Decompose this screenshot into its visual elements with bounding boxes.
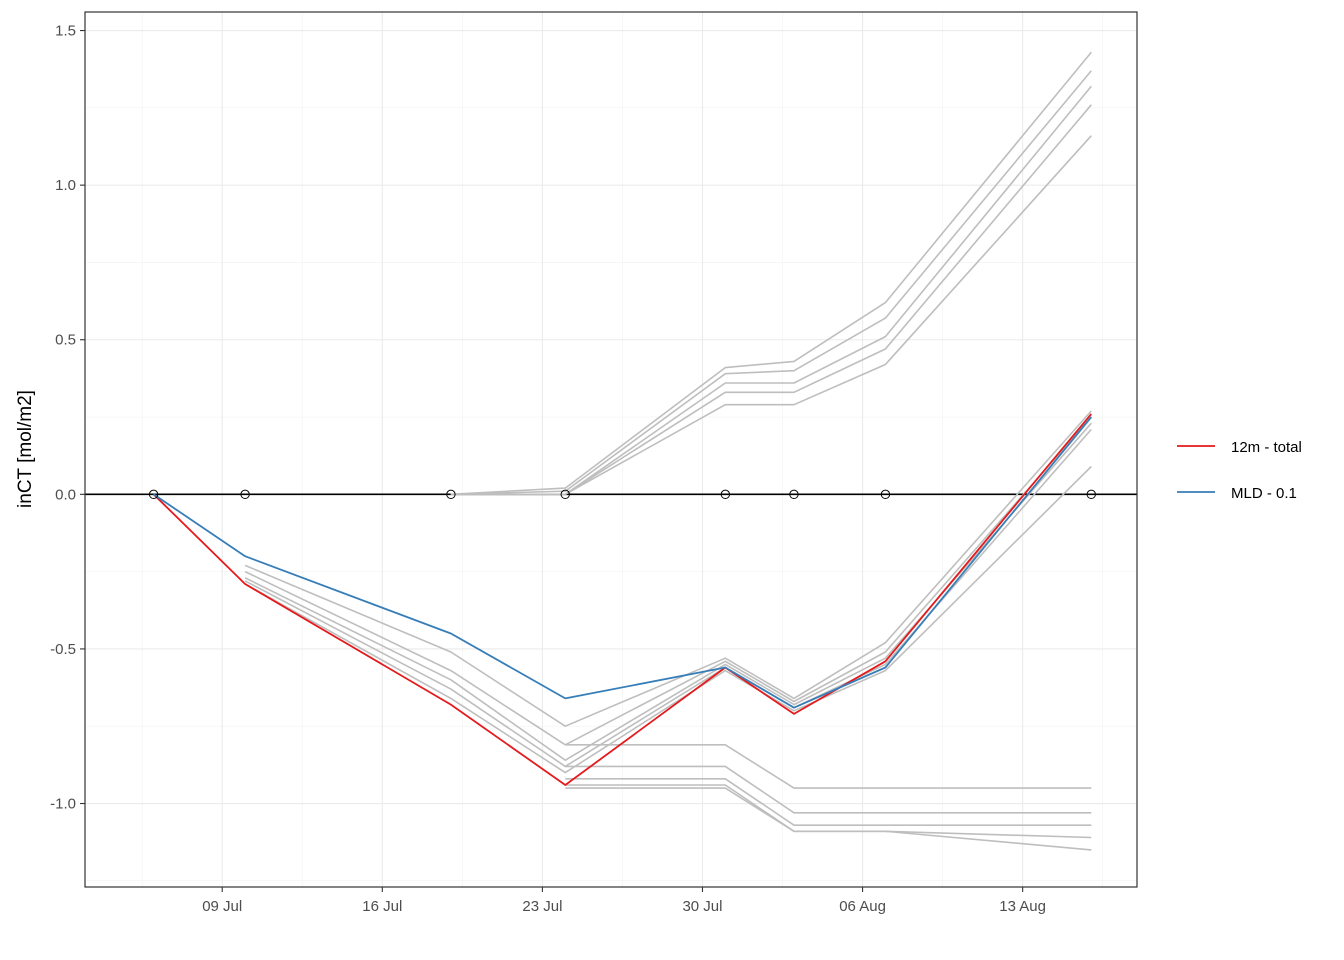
sample-marker [560,489,570,500]
legend: 12m - total MLD - 0.1 [1177,439,1302,502]
sample-markers-group [148,489,1096,500]
series-line-gray-9 [244,422,1092,762]
major-gridlines [85,12,1137,887]
series-line-gray-3 [450,70,1092,496]
series-line-gray-12 [565,743,1092,789]
y-axis-title: inCT [mol/m2] [15,390,36,508]
y-axis-ticks: -1.0 -0.5 0.0 0.5 1.0 1.5 [50,23,85,813]
legend-label-0: 12m - total [1231,439,1302,456]
sample-marker [240,489,250,500]
sample-marker [880,489,891,500]
highlighted-series-group [152,413,1092,786]
plot-background [85,12,1137,887]
sample-marker [148,489,159,500]
series-line-mld-0-1 [153,416,1092,709]
sample-marker [1086,489,1096,500]
series-line-gray-6 [450,135,1092,496]
y-tick-label: 1.5 [55,23,76,40]
x-tick-label: 23 Jul [522,898,562,915]
y-tick-label: 0.0 [55,486,76,503]
plot-border [84,11,1138,888]
series-line-gray-8 [244,416,1092,746]
x-tick-label: 13 Aug [999,898,1046,915]
series-line-gray-14 [565,777,1092,827]
series-line-gray-7 [244,410,1092,728]
y-tick-label: 0.5 [55,332,76,349]
sample-marker [720,489,731,500]
series-line-gray-16 [565,787,1092,851]
y-tick-label: -1.0 [50,796,76,813]
legend-label-1: MLD - 0.1 [1231,485,1297,502]
series-line-gray-2 [450,51,1092,496]
y-tick-label: 1.0 [55,177,76,194]
series-line-12m-total [152,413,1092,786]
sample-marker [789,489,799,500]
series-line-gray-11 [244,465,1092,774]
x-tick-label: 30 Jul [682,898,722,915]
y-tick-label: -0.5 [50,641,76,658]
background-series-group [244,51,1092,851]
x-tick-label: 06 Aug [839,898,886,915]
x-tick-label: 16 Jul [362,898,402,915]
x-tick-label: 09 Jul [202,898,242,915]
series-line-gray-13 [565,765,1092,814]
sample-marker [446,489,456,500]
minor-gridlines [85,12,1137,887]
x-axis-ticks: 09 Jul 16 Jul 23 Jul 30 Jul 06 Aug 13 Aug [202,887,1046,915]
